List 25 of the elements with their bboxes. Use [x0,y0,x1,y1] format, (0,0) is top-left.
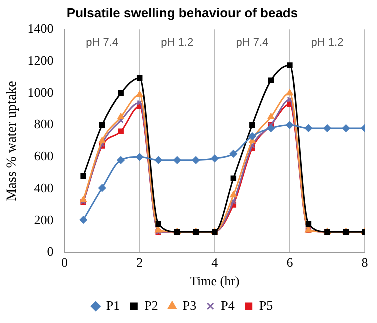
y-tick-label: 200 [34,212,54,228]
y-axis-title: Mass % water uptake [5,81,20,202]
annotation: pH 7.4 [236,37,269,50]
legend-label: P4 [221,298,236,313]
y-tick-label: 800 [34,116,54,132]
annotation: pH 1.2 [311,37,344,50]
x-tick-label: 0 [62,255,68,270]
legend-label: P2 [144,298,158,313]
annotation: pH 7.4 [86,37,119,50]
x-axis-title: Time (hr) [190,274,240,289]
x-tick-label: 4 [212,255,219,270]
chart-title: Pulsatile swelling behaviour of beads [66,5,298,20]
legend-label: P1 [106,298,120,313]
y-tick-label: 1200 [28,52,54,68]
annotation: pH 1.2 [161,37,194,50]
legend-label: P5 [259,298,274,313]
y-tick-label: 400 [34,180,54,196]
x-tick-label: 6 [286,255,294,270]
legend-label: P3 [182,298,197,313]
y-tick-label: 1000 [28,84,54,100]
y-tick-label: 0 [47,244,54,260]
y-tick-label: 600 [34,148,54,164]
x-tick-label: 8 [362,255,368,270]
x-tick-label: 2 [136,255,144,270]
y-tick-label: 1400 [28,21,54,36]
